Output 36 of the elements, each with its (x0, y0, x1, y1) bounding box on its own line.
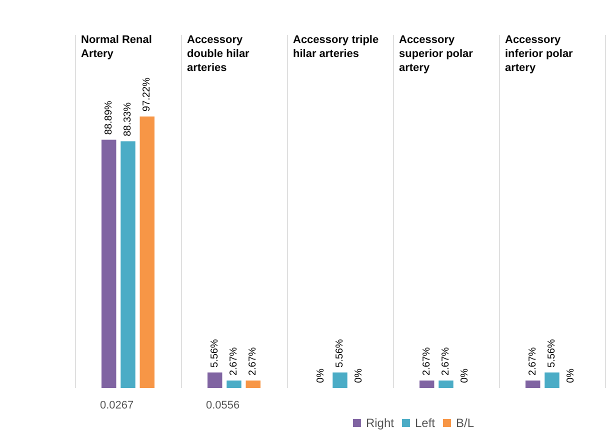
bar (102, 140, 116, 388)
data-label: 0% (315, 368, 326, 383)
x-tick-label: Accessory triple hilar arteries (293, 34, 382, 60)
bar (208, 372, 222, 388)
data-label: 2.67% (421, 347, 432, 376)
bar (420, 380, 434, 388)
data-label: 0% (566, 368, 577, 383)
data-label: 5.56% (546, 339, 558, 368)
data-label: 5.56% (209, 339, 220, 368)
data-label: 0% (354, 368, 365, 383)
x-tick-label: Accessory inferior polar artery (505, 34, 576, 74)
data-label: 2.67% (440, 347, 452, 376)
x-tick-label: Normal Renal Artery (81, 34, 155, 60)
bar (140, 116, 154, 388)
legend-label: B/L (456, 416, 474, 430)
bar (332, 372, 348, 388)
data-label: 5.56% (334, 339, 346, 368)
x-tick-label: Accessory superior polar artery (399, 34, 476, 74)
bar (544, 372, 560, 388)
data-label: 0% (460, 368, 471, 383)
legend-label: Left (414, 416, 436, 430)
bar (438, 380, 454, 388)
legend-label: Right (366, 416, 395, 430)
data-label: 2.67% (527, 347, 538, 376)
data-label: 97.22% (142, 77, 153, 112)
bar (226, 380, 242, 388)
data-label: 2.67% (228, 347, 240, 376)
text: 0.0267 (100, 400, 134, 412)
data-label: 2.67% (248, 347, 259, 376)
bar (246, 380, 260, 388)
data-label: 88.89% (103, 100, 114, 135)
text: 0.0556 (206, 400, 240, 412)
bar (120, 141, 136, 388)
x-tick-label: Accessory double hilar arteries (187, 34, 252, 74)
bar (526, 380, 540, 388)
data-label: 88.33% (122, 102, 134, 136)
